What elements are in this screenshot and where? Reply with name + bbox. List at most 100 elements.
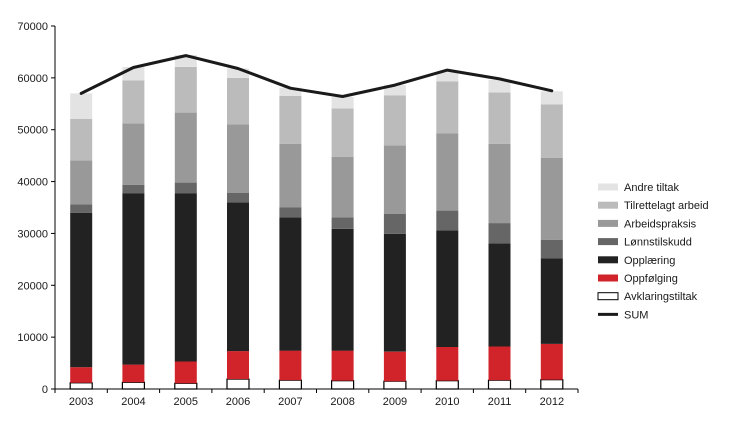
bar-arbeidspraksis-2003 [70, 160, 93, 205]
bar-avklaringstiltak-2006 [226, 378, 250, 390]
bar-lonnstilskudd-2007 [279, 207, 302, 218]
bar-tilrettelagt-arbeid-2007 [279, 96, 302, 144]
legend-label-opplaering: Opplæring [624, 255, 675, 267]
bar-stack-2010 [435, 72, 459, 390]
bar-andre-tiltak-2005 [174, 55, 197, 67]
bar-stack-2007 [278, 87, 302, 390]
x-tick-label: 2007 [278, 396, 302, 408]
x-tick-label: 2003 [69, 396, 93, 408]
legend-swatch-andre-tiltak [598, 183, 618, 191]
legend-item-tilrettelagt-arbeid: Tilrettelagt arbeid [598, 200, 709, 212]
x-tick-label: 2011 [488, 396, 512, 408]
legend-item-andre-tiltak: Andre tiltak [598, 182, 680, 194]
bar-arbeidspraksis-2008 [331, 156, 354, 218]
legend-label-arbeidspraksis: Arbeidspraksis [624, 218, 697, 230]
bar-oppfolging-2012 [540, 343, 563, 380]
bar-oppfolging-2005 [174, 361, 197, 384]
bar-arbeidspraksis-2011 [488, 143, 511, 223]
x-axis: 2003 2004 2005 2006 2007 2008 2009 2010 2011 2012 [54, 388, 579, 408]
y-tick-label: 10000 [17, 332, 48, 344]
legend-item-lonnstilskudd: Lønnstilskudd [598, 237, 692, 249]
bar-tilrettelagt-arbeid-2004 [122, 80, 145, 124]
legend-label-sum: SUM [624, 309, 648, 321]
bar-oppfolging-2010 [436, 347, 459, 381]
bar-avklaringstiltak-2008 [331, 380, 355, 390]
bar-arbeidspraksis-2010 [436, 133, 459, 211]
y-tick-label: 60000 [17, 73, 48, 85]
bar-opplaering-2006 [227, 202, 249, 352]
bar-lonnstilskudd-2010 [436, 210, 459, 231]
bar-avklaringstiltak-2011 [487, 379, 512, 390]
x-tick-label: 2008 [330, 396, 354, 408]
legend-swatch-oppfolging [598, 274, 618, 282]
legend-label-oppfolging: Oppfølging [624, 273, 678, 285]
bar-andre-tiltak-2007 [279, 87, 302, 96]
bar-oppfolging-2009 [383, 351, 406, 382]
bar-lonnstilskudd-2003 [70, 204, 93, 213]
legend-swatch-tilrettelagt-arbeid [598, 201, 618, 209]
legend-item-avklaringstiltak: Avklaringstiltak [597, 291, 698, 303]
bar-arbeidspraksis-2004 [122, 123, 145, 185]
bar-andre-tiltak-2009 [383, 85, 406, 96]
bar-stack-2004 [121, 67, 146, 390]
x-tick-label: 2006 [226, 396, 250, 408]
y-tick-label: 30000 [17, 228, 48, 240]
bar-opplaering-2003 [70, 212, 93, 368]
legend-swatch-opplaering [598, 256, 618, 264]
legend-item-opplaering: Opplæring [598, 255, 675, 267]
legend-swatch-avklaringstiltak [597, 292, 619, 301]
bar-stack-2003 [69, 93, 93, 390]
bar-tilrettelagt-arbeid-2011 [488, 92, 511, 144]
bar-tilrettelagt-arbeid-2009 [383, 95, 406, 146]
bar-avklaringstiltak-2010 [435, 380, 459, 390]
legend-item-arbeidspraksis: Arbeidspraksis [598, 218, 697, 230]
bar-lonnstilskudd-2004 [122, 184, 145, 194]
bar-arbeidspraksis-2007 [279, 143, 302, 208]
bar-oppfolging-2008 [331, 350, 354, 381]
bar-oppfolging-2011 [488, 346, 511, 381]
bar-stack-2008 [331, 97, 355, 390]
bar-andre-tiltak-2012 [540, 91, 563, 105]
bar-tilrettelagt-arbeid-2008 [331, 108, 354, 157]
bar-oppfolging-2003 [70, 367, 93, 383]
bar-opplaering-2009 [383, 233, 406, 352]
bar-tilrettelagt-arbeid-2006 [227, 77, 249, 125]
legend-label-tilrettelagt-arbeid: Tilrettelagt arbeid [624, 200, 709, 212]
bar-lonnstilskudd-2008 [331, 217, 354, 229]
bar-opplaering-2011 [488, 243, 511, 347]
legend-swatch-lonnstilskudd [598, 238, 618, 246]
bar-stack-2011 [487, 79, 512, 390]
bar-avklaringstiltak-2003 [69, 382, 93, 390]
legend-item-oppfolging: Oppfølging [598, 273, 678, 285]
bar-lonnstilskudd-2011 [488, 223, 511, 244]
bar-opplaering-2008 [331, 228, 354, 351]
bar-tilrettelagt-arbeid-2003 [70, 118, 93, 161]
y-tick-label: 20000 [17, 280, 48, 292]
bar-avklaringstiltak-2009 [383, 380, 407, 390]
bar-andre-tiltak-2010 [436, 72, 459, 82]
bar-opplaering-2007 [279, 217, 302, 351]
bar-lonnstilskudd-2005 [174, 182, 197, 194]
bar-tilrettelagt-arbeid-2005 [174, 67, 197, 113]
legend: Andre tiltak Tilrettelagt arbeid Arbeidspr… [597, 182, 709, 321]
bar-avklaringstiltak-2005 [174, 382, 198, 390]
bar-arbeidspraksis-2006 [227, 124, 249, 193]
bar-lonnstilskudd-2006 [227, 193, 249, 203]
bar-andre-tiltak-2008 [331, 97, 354, 109]
legend-label-avklaringstiltak: Avklaringstiltak [624, 291, 698, 303]
bar-opplaering-2004 [122, 193, 145, 365]
x-tick-label: 2010 [435, 396, 459, 408]
plot-area [69, 54, 564, 390]
sum-line [79, 54, 554, 98]
bar-avklaringstiltak-2007 [278, 379, 302, 390]
bar-opplaering-2010 [436, 230, 459, 347]
x-tick-label: 2005 [174, 396, 198, 408]
bar-lonnstilskudd-2009 [383, 213, 406, 234]
bar-stack-2012 [540, 91, 564, 390]
x-tick-label: 2009 [383, 396, 407, 408]
bar-lonnstilskudd-2012 [540, 239, 563, 259]
y-tick-label: 70000 [17, 21, 48, 33]
bar-stack-2005 [174, 55, 198, 390]
y-tick-label: 0 [42, 384, 48, 396]
